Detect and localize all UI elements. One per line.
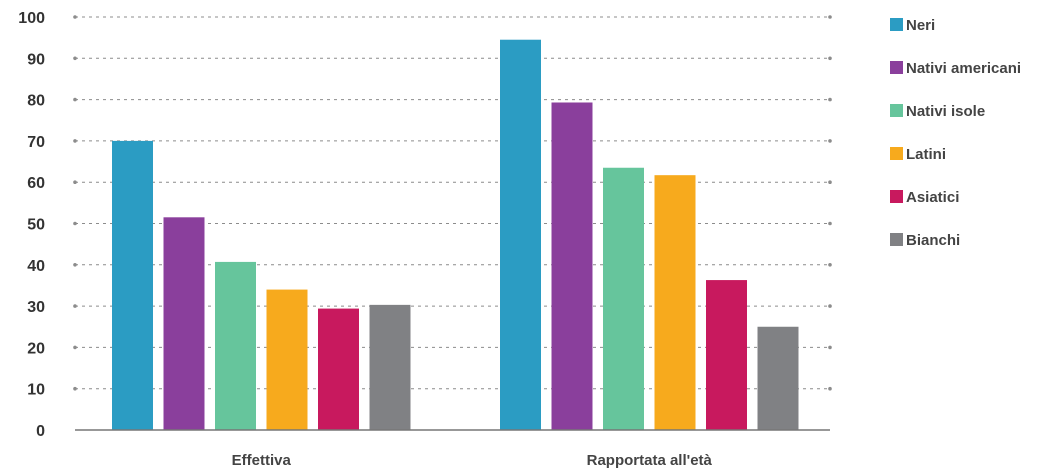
gridline-dot: [828, 345, 832, 350]
y-tick-label: 10: [27, 382, 45, 399]
legend-swatch: [890, 104, 903, 117]
legend-item: Asiatici: [890, 189, 959, 206]
y-tick-label: 80: [27, 93, 45, 110]
legend-swatch: [890, 233, 903, 246]
gridline-dot: [73, 221, 77, 226]
legend-label: Bianchi: [906, 232, 960, 249]
gridline-dot: [828, 386, 832, 391]
bar-0-4: [318, 308, 359, 430]
legend-swatch: [890, 190, 903, 203]
bar-0-2: [215, 261, 256, 430]
gridline-dot: [828, 56, 832, 61]
y-tick-label: 100: [18, 10, 45, 27]
legend: Neri Nativi americani Nativi isole Latini As…: [890, 17, 1021, 249]
bar-1-2: [603, 167, 644, 430]
category-label: Effettiva: [232, 452, 292, 469]
gridline-dot: [828, 15, 832, 19]
y-axis-ticks: 0 10 20 30 40 50 60 70 80 90 100: [18, 10, 45, 440]
gridline-dot: [73, 345, 77, 350]
y-tick-label: 90: [27, 51, 45, 68]
legend-item: Nativi isole: [890, 103, 985, 120]
y-tick-label: 60: [27, 175, 45, 192]
legend-label: Nativi isole: [906, 103, 985, 120]
gridline-dot: [73, 180, 77, 184]
y-tick-label: 0: [36, 423, 45, 440]
bar-0-0: [112, 140, 153, 430]
gridline-dot: [73, 263, 77, 267]
bar-1-4: [706, 280, 747, 430]
legend-item: Latini: [890, 146, 946, 163]
legend-label: Neri: [906, 17, 935, 34]
gridline-dot: [73, 386, 77, 391]
gridline-dot: [828, 304, 832, 308]
bar-0-5: [369, 304, 411, 430]
gridline-dot: [828, 97, 832, 102]
bar-1-1: [551, 102, 593, 430]
y-tick-label: 40: [27, 258, 45, 275]
legend-item: Bianchi: [890, 232, 960, 249]
gridline-dot: [73, 304, 77, 308]
gridline-dot: [828, 180, 832, 184]
y-tick-label: 50: [27, 217, 45, 234]
legend-label: Asiatici: [906, 189, 959, 206]
bar-0-3: [266, 289, 308, 430]
gridline-dot: [73, 15, 77, 19]
legend-item: Neri: [890, 17, 935, 34]
y-tick-label: 30: [27, 299, 45, 316]
bar-0-1: [163, 217, 205, 430]
gridline-dot: [828, 263, 832, 267]
category-label: Rapportata all'età: [587, 452, 713, 469]
legend-swatch: [890, 147, 903, 160]
y-tick-label: 70: [27, 134, 45, 151]
bar-1-0: [500, 39, 541, 431]
bars: [112, 39, 799, 431]
gridline-dot: [828, 139, 832, 143]
legend-label: Nativi americani: [906, 60, 1021, 77]
legend-swatch: [890, 61, 903, 74]
x-axis-category-labels: Effettiva Rapportata all'età: [232, 452, 713, 469]
y-tick-label: 20: [27, 340, 45, 357]
bar-1-3: [654, 175, 696, 430]
gridline-dot: [828, 221, 832, 226]
gridline-dot: [73, 139, 77, 143]
gridline-dot: [73, 97, 77, 102]
legend-swatch: [890, 18, 903, 31]
legend-label: Latini: [906, 146, 946, 163]
bar-1-5: [757, 326, 799, 430]
gridlines: [73, 15, 832, 391]
gridline-dot: [73, 56, 77, 61]
legend-item: Nativi americani: [890, 60, 1021, 77]
